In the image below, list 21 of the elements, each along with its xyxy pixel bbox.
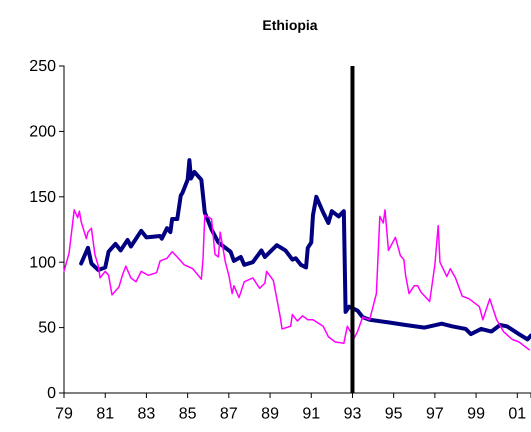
- y-tick-label: 150: [29, 188, 56, 206]
- x-tick-label: 95: [384, 406, 403, 423]
- x-tick-label: 99: [467, 406, 486, 423]
- x-tick-label: 81: [96, 406, 114, 423]
- x-tick-label: 97: [426, 406, 444, 423]
- chart-title: Ethiopia: [262, 17, 318, 33]
- y-tick-label: 50: [38, 320, 56, 337]
- x-tick-label: 87: [220, 406, 238, 423]
- y-tick-label: 250: [29, 58, 56, 76]
- x-tick-label: 79: [55, 406, 73, 423]
- y-tick-label: 200: [29, 124, 56, 141]
- y-tick-label: 0: [47, 385, 56, 402]
- line-series: [63, 209, 530, 351]
- y-tick-label: 100: [29, 254, 56, 272]
- x-tick-label: 83: [138, 406, 156, 423]
- x-tick-label: 85: [178, 406, 197, 423]
- x-tick-label: 93: [344, 406, 362, 423]
- x-tick-label: 89: [261, 406, 280, 423]
- x-tick-label: 01: [508, 406, 526, 423]
- x-tick-label: 91: [302, 406, 320, 423]
- line-series: [79, 158, 531, 342]
